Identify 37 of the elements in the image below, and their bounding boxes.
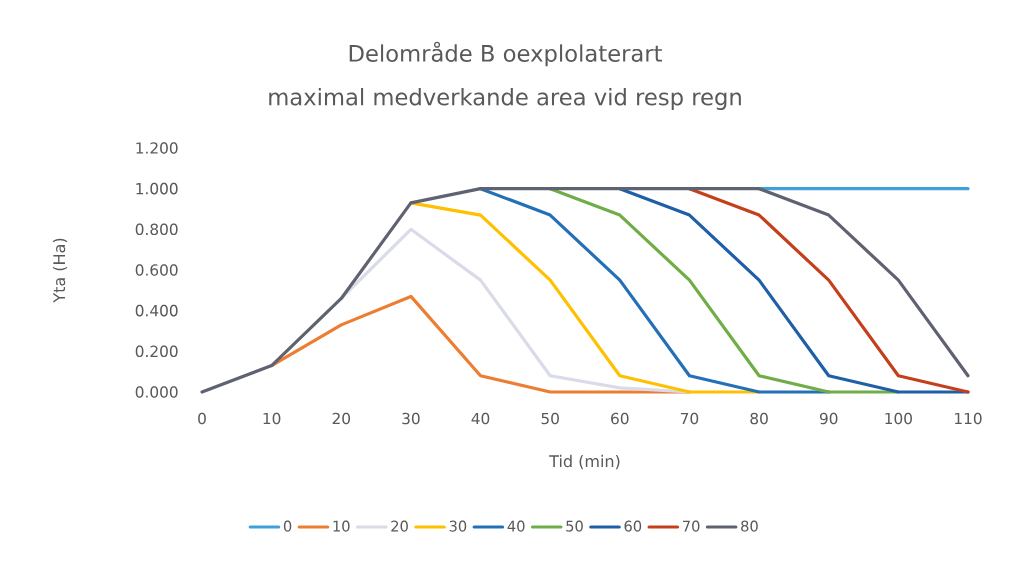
line-series [618,187,970,394]
y-tick-label: 0.000 [135,386,178,398]
x-tick-label: 110 [955,412,982,425]
x-tick-label: 10 [263,412,281,425]
line-series [409,201,761,394]
x-tick-label: 60 [611,412,629,425]
line-series [478,187,831,394]
y-tick-label: 1.200 [136,142,178,154]
legend-label: 70 [683,520,700,532]
y-tick-label: 0.600 [135,264,178,276]
x-tick-label: 90 [819,412,838,425]
chart-subtitle: maximal medverkande area vid resp regn [269,88,741,110]
y-tick-label: 0.400 [135,304,178,317]
x-tick-label: 40 [471,412,490,425]
x-tick-label: 100 [885,412,912,425]
legend-label: 20 [391,520,408,532]
legend-label: 50 [566,520,583,532]
legend-label: 60 [624,520,642,532]
x-axis-title: Tid (min) [549,454,620,470]
chart-title: Delområde B oexplolaterart [349,41,662,67]
x-tick-label: 0 [198,412,206,425]
y-axis-title: Yta (Ha) [52,238,68,303]
legend-label: 10 [333,520,350,532]
y-tick-label: 0.800 [135,223,178,236]
x-tick-label: 70 [680,412,699,425]
x-tick-label: 20 [332,412,351,425]
legend-label: 0 [283,520,292,532]
legend-label: 30 [449,520,467,532]
legend-label: 80 [741,520,758,532]
x-tick-label: 50 [541,412,559,425]
x-tick-label: 30 [402,412,420,425]
y-tick-label: 1.000 [136,182,178,195]
x-tick-label: 80 [750,412,768,425]
line-series [687,187,970,394]
line-series [548,187,900,394]
legend-label: 40 [507,520,525,532]
y-tick-label: 0.200 [135,345,178,358]
